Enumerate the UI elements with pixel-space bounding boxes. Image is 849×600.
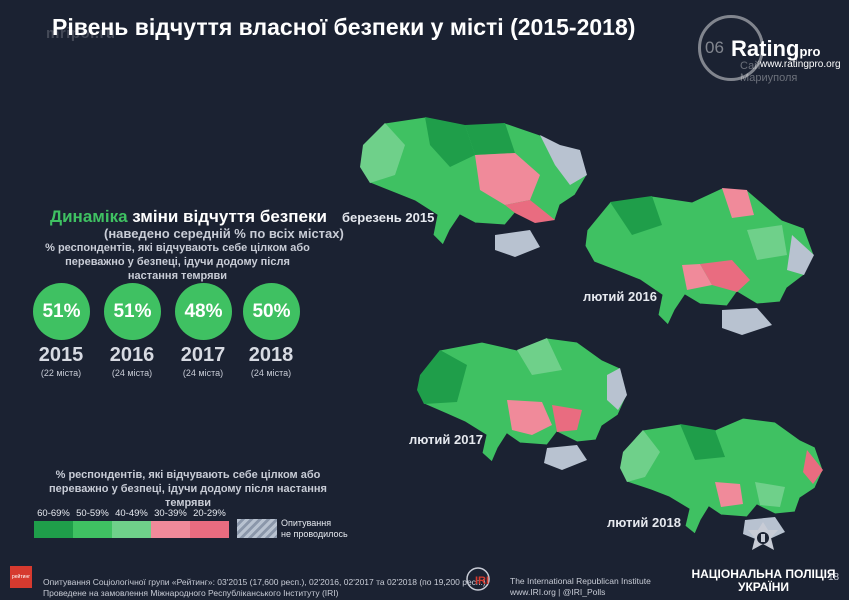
legend-label-50-59: 50-59% bbox=[76, 508, 109, 519]
footer-source: Опитування Соціологічної групи «Рейтинг»… bbox=[43, 577, 486, 599]
legend-swatch-30-39 bbox=[151, 521, 190, 538]
cities-2018: (24 міста) bbox=[250, 368, 292, 378]
legend-label-60-69: 60-69% bbox=[37, 508, 70, 519]
cities-2015: (22 міста) bbox=[40, 368, 82, 378]
logo-city-line2: Мариуполя bbox=[740, 72, 798, 84]
legend-not-conducted-line2: не проводилось bbox=[281, 529, 348, 539]
police-emblem-icon bbox=[748, 522, 778, 550]
iri-line2[interactable]: www.IRI.org | @IRI_Polls bbox=[510, 587, 606, 597]
legend-not-conducted: Опитування не проводилось bbox=[281, 518, 348, 540]
iri-logo-icon: IRI bbox=[466, 567, 490, 591]
national-police-label: НАЦІОНАЛЬНА ПОЛІЦІЯ УКРАЇНИ bbox=[690, 568, 837, 594]
legend-label-30-39: 30-39% bbox=[154, 508, 187, 519]
watermark: mripol.ru bbox=[46, 25, 116, 42]
percent-circle-2015: 51% bbox=[33, 283, 90, 340]
cities-2017: (24 міста) bbox=[182, 368, 224, 378]
legend-label-20-29: 20-29% bbox=[193, 508, 226, 519]
legend-not-conducted-line1: Опитування bbox=[281, 518, 332, 528]
iri-line1: The International Republican Institute bbox=[510, 576, 651, 586]
dynamics-title: Динаміка зміни відчуття безпеки bbox=[50, 207, 327, 227]
ukraine-map-2015 bbox=[359, 116, 588, 257]
logo-name-main: Rating bbox=[731, 36, 800, 61]
logo-url[interactable]: www.ratingpro.org bbox=[760, 59, 841, 70]
map-label-2016: лютий 2016 bbox=[583, 289, 657, 304]
logo-city-line1: Сай bbox=[740, 60, 761, 72]
footer-source-line1: Опитування Соціологічної групи «Рейтинг»… bbox=[43, 577, 486, 587]
ukraine-map-2016 bbox=[584, 187, 815, 335]
ukraine-map-2017 bbox=[416, 337, 628, 470]
police-line1: НАЦІОНАЛЬНА ПОЛІЦІЯ bbox=[691, 567, 836, 581]
rating-group-badge: рейтинг bbox=[12, 574, 31, 580]
map-label-2018: лютий 2018 bbox=[607, 515, 681, 530]
police-line2: УКРАЇНИ bbox=[737, 580, 789, 594]
dynamics-title-rest: зміни відчуття безпеки bbox=[127, 207, 327, 226]
percent-circle-2018: 50% bbox=[243, 283, 300, 340]
dynamics-title-accent: Динаміка bbox=[50, 207, 128, 226]
dynamics-subtitle: (наведено середній % по всіх містах) bbox=[104, 226, 344, 241]
iri-info: The International Republican Institute ww… bbox=[510, 576, 651, 598]
svg-text:IRI: IRI bbox=[475, 575, 489, 587]
legend-swatch-not-conducted bbox=[237, 519, 277, 538]
legend-swatch-60-69 bbox=[34, 521, 73, 538]
year-2018: 2018 bbox=[248, 344, 294, 366]
map-label-2017: лютий 2017 bbox=[409, 432, 483, 447]
legend-title: % респондентів, які відчувають себе цілк… bbox=[49, 469, 327, 509]
logo-name-suffix: pro bbox=[799, 44, 821, 59]
rating-group-logo-icon: рейтинг bbox=[10, 566, 32, 588]
cities-2016: (24 міста) bbox=[111, 368, 153, 378]
legend-swatch-20-29 bbox=[190, 521, 229, 538]
footer-source-line2: Проведене на замовлення Міжнародного Рес… bbox=[43, 588, 339, 598]
year-2015: 2015 bbox=[38, 344, 84, 366]
dynamics-note: % респондентів, які відчувають себе цілк… bbox=[45, 242, 310, 282]
percent-circle-2017: 48% bbox=[175, 283, 232, 340]
legend-swatch-50-59 bbox=[73, 521, 112, 538]
percent-circle-2016: 51% bbox=[104, 283, 161, 340]
legend-label-40-49: 40-49% bbox=[115, 508, 148, 519]
logo-ring-icon bbox=[698, 15, 764, 81]
page-number: 18 bbox=[828, 572, 840, 583]
year-2016: 2016 bbox=[109, 344, 155, 366]
year-2017: 2017 bbox=[180, 344, 226, 366]
legend-swatch-40-49 bbox=[112, 521, 151, 538]
page-title: Рівень відчуття власної безпеки у місті … bbox=[52, 14, 636, 40]
logo-prefix: 06 bbox=[705, 38, 724, 57]
logo-name: Ratingpro bbox=[731, 36, 820, 62]
map-label-2015: березень 2015 bbox=[342, 210, 435, 225]
